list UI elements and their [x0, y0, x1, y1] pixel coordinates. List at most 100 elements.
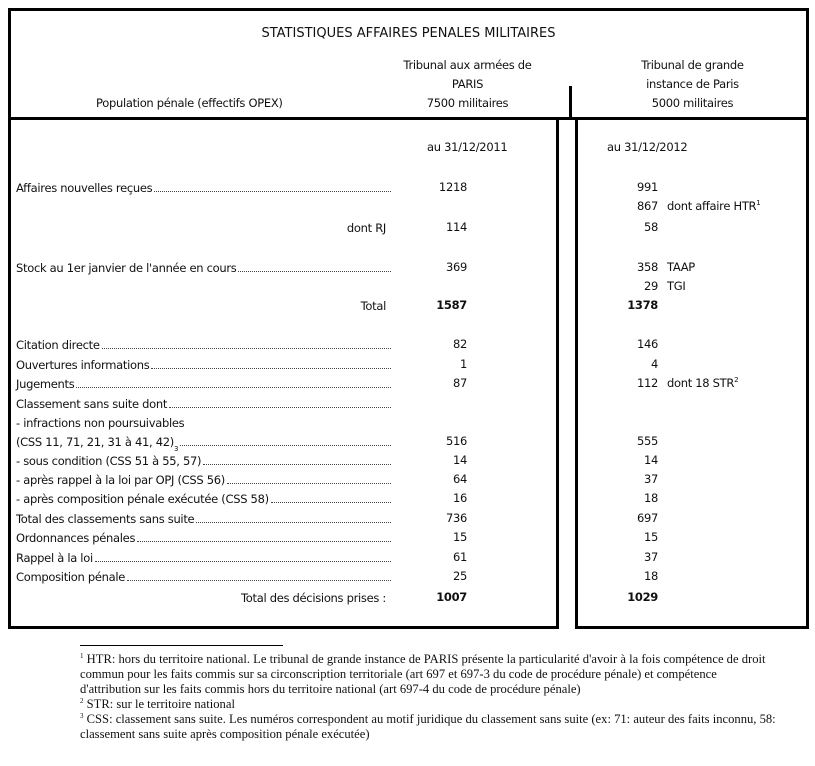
- row-label: Composition pénale: [16, 568, 391, 584]
- col1-value: 369: [445, 260, 467, 274]
- col1-date: au 31/12/2011: [427, 140, 508, 154]
- col2-date: au 31/12/2012: [607, 140, 688, 154]
- row-label-text: Composition pénale: [16, 570, 126, 584]
- header-divider: [569, 86, 572, 120]
- right-table-box: [575, 117, 809, 629]
- col2-note-text: TAAP: [667, 260, 695, 274]
- population-label: Population pénale (effectifs OPEX): [96, 96, 283, 110]
- row-label-text: Jugements: [16, 377, 75, 391]
- row-label-text: Ordonnances pénales: [16, 531, 136, 545]
- col2-value: 867: [636, 199, 658, 213]
- dot-leader: [137, 541, 391, 542]
- row-label: [16, 278, 391, 294]
- row-label: Jugements: [16, 375, 391, 391]
- col2-header-line2: instance de Paris: [646, 77, 739, 91]
- col2-value: 4: [650, 357, 658, 371]
- row-label-text: Rappel à la loi: [16, 551, 93, 565]
- dot-leader: [180, 445, 391, 446]
- col1-value: 14: [452, 453, 467, 467]
- left-table-box: [8, 117, 559, 629]
- page-title: STATISTIQUES AFFAIRES PENALES MILITAIRES: [261, 26, 556, 41]
- row-label-text: (CSS 11, 71, 21, 31 à 41, 42): [16, 435, 174, 449]
- row-label: Affaires nouvelles reçues: [16, 179, 391, 195]
- col2-value: 991: [636, 180, 658, 194]
- dot-leader: [196, 522, 391, 523]
- col1-value: 736: [445, 511, 467, 525]
- col2-value: 697: [636, 511, 658, 525]
- dot-leader: [203, 464, 391, 465]
- col2-header-line1: Tribunal de grande: [641, 58, 744, 72]
- footnote-ref: 2: [734, 376, 739, 384]
- col2-value: 112: [636, 376, 658, 390]
- dot-leader: [127, 580, 391, 581]
- row-label-text: - après rappel à la loi par OPJ (CSS 56): [16, 473, 225, 487]
- dot-leader: [238, 271, 391, 272]
- col2-value: 15: [643, 530, 658, 544]
- col2-value: 18: [643, 491, 658, 505]
- col2-note: TGI: [667, 279, 686, 293]
- col1-value: 516: [445, 434, 467, 448]
- col2-note-text: TGI: [667, 279, 686, 293]
- row-label-text: Total des classements sans suite: [16, 512, 195, 526]
- row-label: Stock au 1er janvier de l'année en cours: [16, 259, 391, 275]
- dot-leader: [169, 407, 391, 408]
- col2-value: 358: [636, 260, 658, 274]
- col2-value: 14: [643, 453, 658, 467]
- row-label-text: Ouvertures informations: [16, 358, 150, 372]
- row-label: Total: [16, 297, 387, 313]
- col1-value: 114: [445, 220, 467, 234]
- col2-value: 29: [643, 279, 658, 293]
- col2-population: 5000 militaires: [651, 96, 734, 110]
- col1-value: 15: [452, 530, 467, 544]
- col2-note: dont affaire HTR1: [667, 199, 761, 213]
- col2-value: 37: [643, 550, 658, 564]
- col2-note: TAAP: [667, 260, 695, 274]
- row-label-text: Affaires nouvelles reçues: [16, 181, 153, 195]
- col2-value: 18: [643, 569, 658, 583]
- row-label: Rappel à la loi: [16, 549, 391, 565]
- row-label: [16, 198, 391, 214]
- row-label: (CSS 11, 71, 21, 31 à 41, 42) 3: [16, 433, 391, 453]
- col2-value: 58: [643, 220, 658, 234]
- dot-leader: [76, 387, 391, 388]
- col1-header-line2: PARIS: [451, 77, 484, 91]
- col2-note: dont 18 STR2: [667, 376, 739, 390]
- col1-value: 1587: [436, 298, 467, 312]
- dot-leader: [270, 502, 391, 503]
- row-label: Total des décisions prises :: [16, 589, 386, 605]
- footnote-rule: [80, 645, 283, 646]
- col1-population: 7500 militaires: [426, 96, 509, 110]
- col1-value: 1218: [438, 180, 467, 194]
- dot-leader: [154, 191, 391, 192]
- footnote-3: 3 CSS: classement sans suite. Les numéro…: [80, 712, 776, 741]
- col1-value: 16: [452, 491, 467, 505]
- row-label: Ordonnances pénales: [16, 529, 391, 545]
- row-label: Total des classements sans suite: [16, 510, 391, 526]
- col2-note-text: dont affaire HTR: [667, 199, 757, 213]
- col1-header-line1: Tribunal aux armées de: [403, 58, 532, 72]
- footnote-ref: 1: [756, 199, 761, 207]
- row-label: - infractions non poursuivables: [16, 414, 391, 430]
- col2-value: 555: [636, 434, 658, 448]
- col1-value: 1: [459, 357, 467, 371]
- dot-leader: [227, 483, 391, 484]
- row-label-text: Total des décisions prises :: [241, 591, 386, 605]
- header-separator: [8, 117, 809, 119]
- col2-value: 146: [636, 337, 658, 351]
- row-label-text: Citation directe: [16, 338, 100, 352]
- row-label: - après rappel à la loi par OPJ (CSS 56): [16, 471, 391, 487]
- footnote-2: 2 STR: sur le territoire national: [80, 697, 235, 711]
- row-label: Citation directe: [16, 336, 391, 352]
- col2-value: 1029: [627, 590, 658, 604]
- col1-value: 82: [452, 337, 467, 351]
- col1-value: 1007: [436, 590, 467, 604]
- row-label: - après composition pénale exécutée (CSS…: [16, 490, 391, 506]
- dot-leader: [94, 561, 391, 562]
- row-label-text: Total: [360, 299, 387, 313]
- dot-leader: [151, 368, 391, 369]
- col1-value: 61: [452, 550, 467, 564]
- col2-value: 37: [643, 472, 658, 486]
- row-label-text: - infractions non poursuivables: [16, 416, 185, 430]
- col2-note-text: dont 18 STR: [667, 376, 735, 390]
- col2-value: 1378: [627, 298, 658, 312]
